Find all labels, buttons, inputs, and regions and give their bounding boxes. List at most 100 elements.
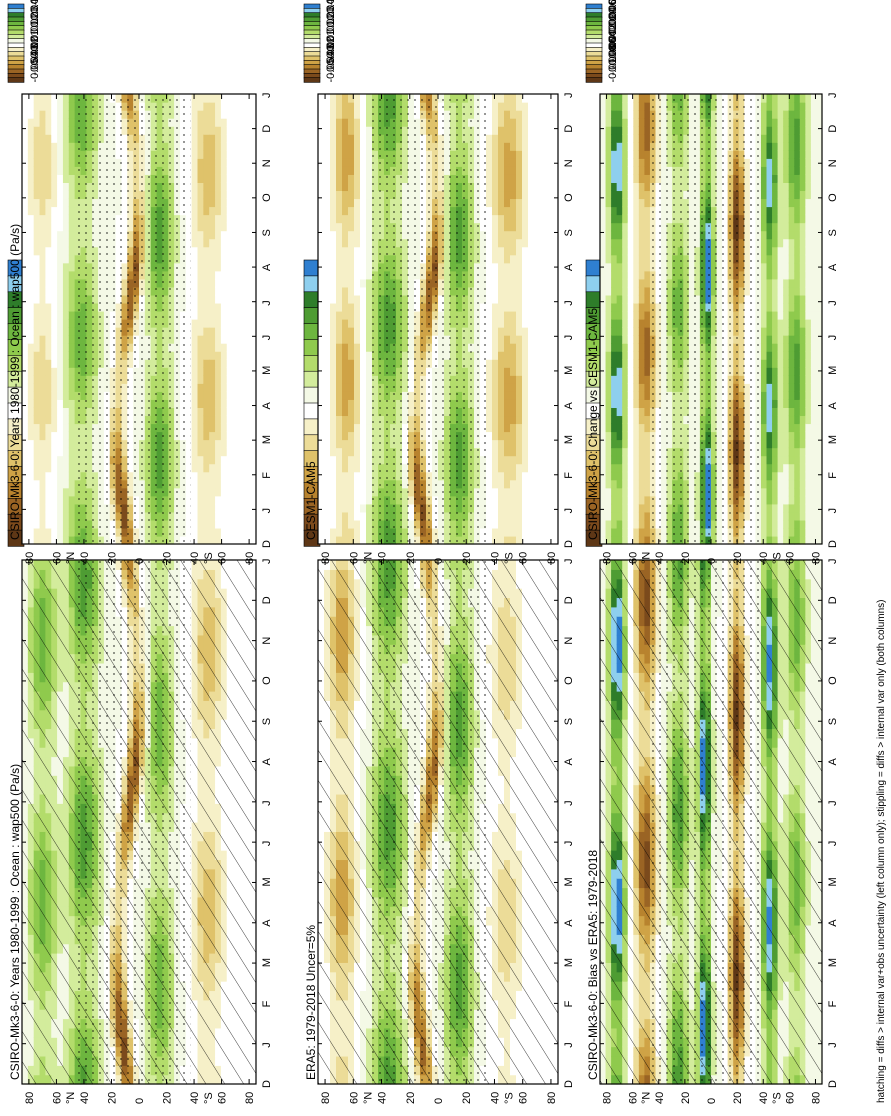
heatmap-cell bbox=[198, 367, 204, 376]
heatmap-cell bbox=[40, 239, 46, 248]
hemisphere-label: °N bbox=[65, 1092, 77, 1104]
heatmap-cell bbox=[57, 142, 63, 151]
heatmap-cell bbox=[192, 174, 198, 183]
heatmap-cell bbox=[233, 190, 239, 199]
heatmap-cell bbox=[28, 295, 34, 304]
heatmap-cell bbox=[244, 182, 250, 191]
colorbar-swatch bbox=[8, 17, 24, 22]
heatmap-cell bbox=[244, 118, 250, 127]
heatmap-cell bbox=[40, 399, 46, 408]
heatmap-cell bbox=[215, 198, 221, 207]
heatmap-cell bbox=[215, 158, 221, 167]
heatmap-cell bbox=[45, 327, 51, 336]
heatmap-cell bbox=[203, 150, 209, 159]
heatmap-cell bbox=[238, 440, 244, 449]
heatmap-cell bbox=[40, 472, 46, 481]
heatmap-cell bbox=[215, 207, 221, 216]
month-tick-label: J bbox=[261, 93, 273, 99]
heatmap-cell bbox=[22, 102, 28, 111]
heatmap-cell bbox=[28, 271, 34, 280]
heatmap-cell bbox=[215, 311, 221, 320]
heatmap-cell bbox=[221, 150, 227, 159]
heatmap-cell bbox=[192, 415, 198, 424]
heatmap-cell bbox=[221, 215, 227, 224]
heatmap-cell bbox=[244, 343, 250, 352]
heatmap-cell bbox=[40, 512, 46, 521]
heatmap-cell bbox=[209, 391, 215, 400]
heatmap-cell bbox=[45, 239, 51, 248]
heatmap-cell bbox=[238, 174, 244, 183]
heatmap-cell bbox=[34, 142, 40, 151]
heatmap-cell bbox=[209, 142, 215, 151]
month-tick-label: N bbox=[261, 637, 273, 645]
heatmap-cell bbox=[227, 239, 233, 248]
colorbar-swatch bbox=[8, 60, 24, 65]
heatmap-cell bbox=[192, 520, 198, 529]
colorbar-swatch bbox=[8, 8, 24, 13]
heatmap-cell bbox=[203, 488, 209, 497]
heatmap-cell bbox=[203, 239, 209, 248]
heatmap-cell bbox=[57, 110, 63, 119]
heatmap-cell bbox=[203, 311, 209, 320]
heatmap-cell bbox=[209, 335, 215, 344]
heatmap-cell bbox=[233, 480, 239, 489]
heatmap-cell bbox=[221, 391, 227, 400]
heatmap-cell bbox=[227, 375, 233, 384]
heatmap-cell bbox=[192, 423, 198, 432]
heatmap-cell bbox=[40, 223, 46, 232]
heatmap-cell bbox=[233, 399, 239, 408]
heatmap-cell bbox=[40, 142, 46, 151]
heatmap-cell bbox=[34, 255, 40, 264]
heatmap-cell bbox=[244, 536, 250, 545]
heatmap-cell bbox=[192, 512, 198, 521]
heatmap-cell bbox=[63, 102, 69, 111]
heatmap-cell bbox=[22, 536, 28, 545]
heatmap-cell bbox=[209, 407, 215, 416]
heatmap-cell bbox=[238, 536, 244, 545]
heatmap-cell bbox=[40, 528, 46, 537]
heatmap-cell bbox=[192, 182, 198, 191]
heatmap-cell bbox=[203, 102, 209, 111]
lat-tick-label: 60 bbox=[51, 552, 63, 564]
heatmap-cell bbox=[57, 118, 63, 127]
heatmap-cell bbox=[57, 126, 63, 135]
heatmap-cell bbox=[233, 407, 239, 416]
heatmap-cell bbox=[51, 319, 57, 328]
heatmap-cell bbox=[244, 271, 250, 280]
heatmap-cell bbox=[244, 351, 250, 360]
heatmap-cell bbox=[209, 488, 215, 497]
heatmap-cell bbox=[63, 94, 69, 103]
panel-title: CSIRO-Mk3-6-0: Years 1980-1999 : Ocean :… bbox=[8, 764, 22, 1080]
heatmap-cell bbox=[192, 335, 198, 344]
heatmap-cell bbox=[203, 327, 209, 336]
heatmap-cell bbox=[45, 440, 51, 449]
heatmap-cell bbox=[34, 271, 40, 280]
heatmap-cell bbox=[221, 319, 227, 328]
heatmap-cell bbox=[22, 472, 28, 481]
heatmap-cell bbox=[227, 223, 233, 232]
heatmap-cell bbox=[227, 528, 233, 537]
lat-tick-label: 0 bbox=[134, 1098, 146, 1104]
heatmap-cell bbox=[22, 496, 28, 505]
heatmap-cell bbox=[198, 375, 204, 384]
heatmap-cell bbox=[221, 295, 227, 304]
heatmap-cell bbox=[22, 327, 28, 336]
heatmap-cell bbox=[63, 215, 69, 224]
heatmap-cell bbox=[51, 311, 57, 320]
heatmap-cell bbox=[227, 383, 233, 392]
heatmap-cell bbox=[28, 528, 34, 537]
heatmap-cell bbox=[51, 512, 57, 521]
heatmap-cell bbox=[28, 440, 34, 449]
heatmap-cell bbox=[198, 279, 204, 288]
heatmap-cell bbox=[63, 303, 69, 312]
heatmap-cell bbox=[28, 383, 34, 392]
heatmap-cell bbox=[40, 207, 46, 216]
heatmap-cell bbox=[244, 480, 250, 489]
heatmap-cell bbox=[28, 190, 34, 199]
heatmap-cell bbox=[45, 231, 51, 240]
heatmap-cell bbox=[203, 464, 209, 473]
heatmap-cell bbox=[221, 287, 227, 296]
heatmap-cell bbox=[238, 327, 244, 336]
heatmap-cell bbox=[63, 295, 69, 304]
heatmap-cell bbox=[63, 335, 69, 344]
